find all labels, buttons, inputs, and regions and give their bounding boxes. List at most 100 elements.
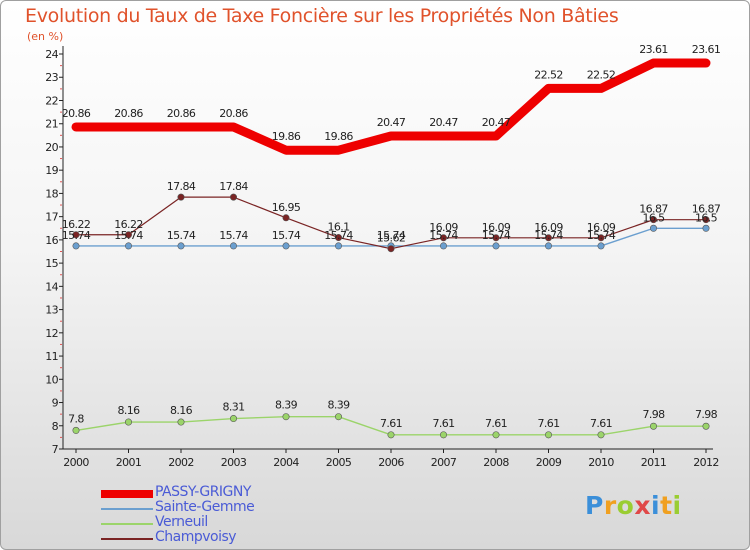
y-tick-label: 17 [45, 211, 58, 224]
data-label: 17.84 [219, 180, 248, 193]
data-label: 7.8 [68, 412, 84, 425]
data-label: 8.39 [327, 399, 350, 412]
y-tick-label: 7 [52, 443, 59, 456]
data-point [125, 242, 133, 250]
data-label: 23.61 [692, 43, 721, 56]
data-point [597, 242, 605, 250]
data-label: 15.74 [377, 229, 406, 242]
logo-letter: i [672, 491, 682, 520]
data-point [72, 426, 80, 434]
data-label: 15.74 [62, 229, 91, 242]
data-label: 19.86 [272, 130, 301, 143]
x-tick-label: 2007 [431, 456, 457, 469]
data-label: 15.74 [324, 229, 353, 242]
data-label: 7.61 [590, 417, 612, 430]
legend-swatch [101, 522, 153, 525]
y-tick-label: 19 [45, 164, 58, 177]
data-label: 20.86 [62, 107, 91, 120]
y-tick-label: 18 [45, 187, 58, 200]
data-point [702, 216, 710, 224]
data-point [334, 413, 342, 421]
logo-letter: t [660, 491, 673, 520]
data-point [649, 216, 657, 224]
data-point [439, 242, 447, 250]
data-label: 15.74 [167, 229, 196, 242]
data-label: 16.09 [534, 221, 563, 234]
data-point [334, 242, 342, 250]
data-point [544, 234, 552, 242]
data-label: 20.86 [219, 107, 248, 120]
x-tick-label: 2008 [483, 456, 509, 469]
data-label: 16.87 [639, 203, 668, 216]
y-tick-label: 20 [45, 141, 58, 154]
data-point [544, 431, 552, 439]
series-lines [71, 58, 711, 439]
data-point [387, 245, 395, 253]
data-label: 7.61 [432, 417, 454, 430]
y-tick-label: 9 [52, 397, 59, 410]
y-tick-label: 24 [45, 48, 58, 61]
data-label: 16.5 [695, 211, 718, 224]
data-label: 7.98 [642, 408, 665, 421]
data-label: 16.09 [429, 221, 458, 234]
y-tick-label: 15 [45, 257, 58, 270]
data-label: 20.86 [167, 107, 196, 120]
legend-label: PASSY-GRIGNY [155, 484, 251, 500]
chart-title: Evolution du Taux de Taxe Foncière sur l… [25, 5, 619, 27]
y-tick-label: 8 [52, 420, 59, 433]
data-point [72, 231, 80, 239]
data-label: 16.5 [642, 211, 665, 224]
data-point [702, 422, 710, 430]
data-label: 20.86 [114, 107, 143, 120]
data-label: 15.74 [534, 229, 563, 242]
x-tick-label: 2003 [221, 456, 247, 469]
data-label: 16.1 [327, 221, 349, 234]
axes: 7 8 9 10 11 12 13 14 15 16 17 18 19 20 21 22 23 24 2000 200… [45, 46, 719, 469]
data-point [597, 234, 605, 242]
data-label: 15.74 [114, 229, 143, 242]
data-label: 23.61 [639, 43, 668, 56]
data-label: 22.52 [587, 68, 616, 81]
data-label: 7.61 [380, 417, 402, 430]
data-label: 19.86 [324, 130, 353, 143]
x-tick-label: 2002 [168, 456, 194, 469]
legend-label: Verneuil [155, 514, 208, 530]
data-label: 16.95 [272, 201, 301, 214]
x-tick-label: 2009 [536, 456, 562, 469]
y-tick-label: 10 [45, 373, 58, 386]
data-label: 20.47 [482, 116, 511, 129]
data-point [702, 224, 710, 232]
data-point [649, 422, 657, 430]
data-label: 8.16 [117, 404, 140, 417]
data-label: 20.47 [377, 116, 406, 129]
data-point [177, 193, 185, 201]
data-point [282, 214, 290, 222]
data-point [177, 242, 185, 250]
y-tick-label: 23 [45, 71, 58, 84]
legend-swatch [101, 489, 153, 498]
y-tick-label: 22 [45, 94, 58, 107]
data-point [439, 431, 447, 439]
x-tick-label: 2004 [273, 456, 299, 469]
data-label: 7.98 [695, 408, 718, 421]
data-label: 22.52 [534, 68, 563, 81]
data-label: 15.74 [429, 229, 458, 242]
data-point [230, 193, 238, 201]
y-tick-label: 11 [45, 350, 58, 363]
data-point [230, 242, 238, 250]
y-tick-label: 13 [45, 304, 58, 317]
x-tick-label: 2005 [326, 456, 352, 469]
data-point [125, 418, 133, 426]
data-label: 7.61 [537, 417, 559, 430]
data-point [439, 234, 447, 242]
data-label: 16.09 [482, 221, 511, 234]
unit-label: (en %) [27, 30, 64, 43]
logo-letter: o [616, 491, 635, 520]
logo-letter: x [634, 491, 651, 520]
data-point [597, 431, 605, 439]
data-label: 15.74 [587, 229, 616, 242]
data-label: 16.87 [692, 203, 721, 216]
data-label: 8.16 [170, 404, 193, 417]
x-tick-label: 2006 [378, 456, 404, 469]
